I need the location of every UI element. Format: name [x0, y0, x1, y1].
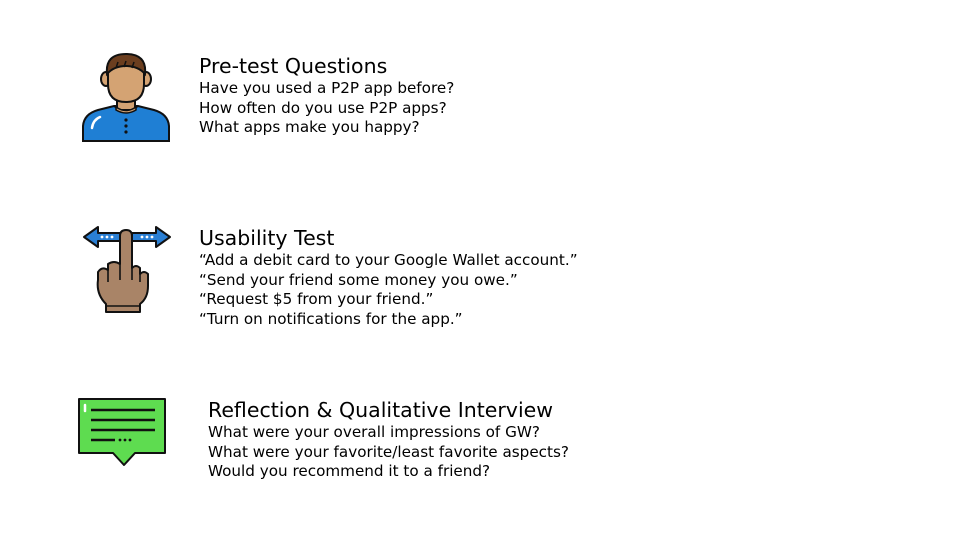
usability-task-2: “Send your friend some money you owe.”: [199, 270, 518, 289]
usability-task-3: “Request $5 from your friend.”: [199, 290, 434, 309]
pretest-question-1: Have you used a P2P app before?: [199, 79, 455, 97]
reflection-question-1: What were your overall impressions of GW…: [208, 423, 540, 441]
reflection-question-3: Would you recommend it to a friend?: [208, 462, 491, 481]
usability-task-1: “Add a debit card to your Google Wallet …: [199, 251, 578, 269]
usability-task-4: “Turn on notifications for the app.”: [199, 309, 463, 328]
chat-bubble-icon: [77, 397, 169, 473]
reflection-heading: Reflection & Qualitative Interview: [208, 398, 554, 422]
swipe-hand-icon: [82, 224, 174, 320]
pretest-heading: Pre-test Questions: [199, 54, 388, 78]
reflection-question-2: What were your favorite/least favorite a…: [208, 442, 569, 461]
pretest-text: Pre-test Questions Have you used a P2P a…: [199, 53, 454, 138]
pretest-question-3: What apps make you happy?: [199, 118, 420, 137]
usability-heading: Usability Test: [199, 226, 335, 250]
person-icon: [80, 52, 172, 148]
usability-text: Usability Test “Add a debit card to your…: [199, 225, 578, 329]
reflection-text: Reflection & Qualitative Interview What …: [208, 397, 569, 482]
pretest-question-2: How often do you use P2P apps?: [199, 98, 447, 117]
